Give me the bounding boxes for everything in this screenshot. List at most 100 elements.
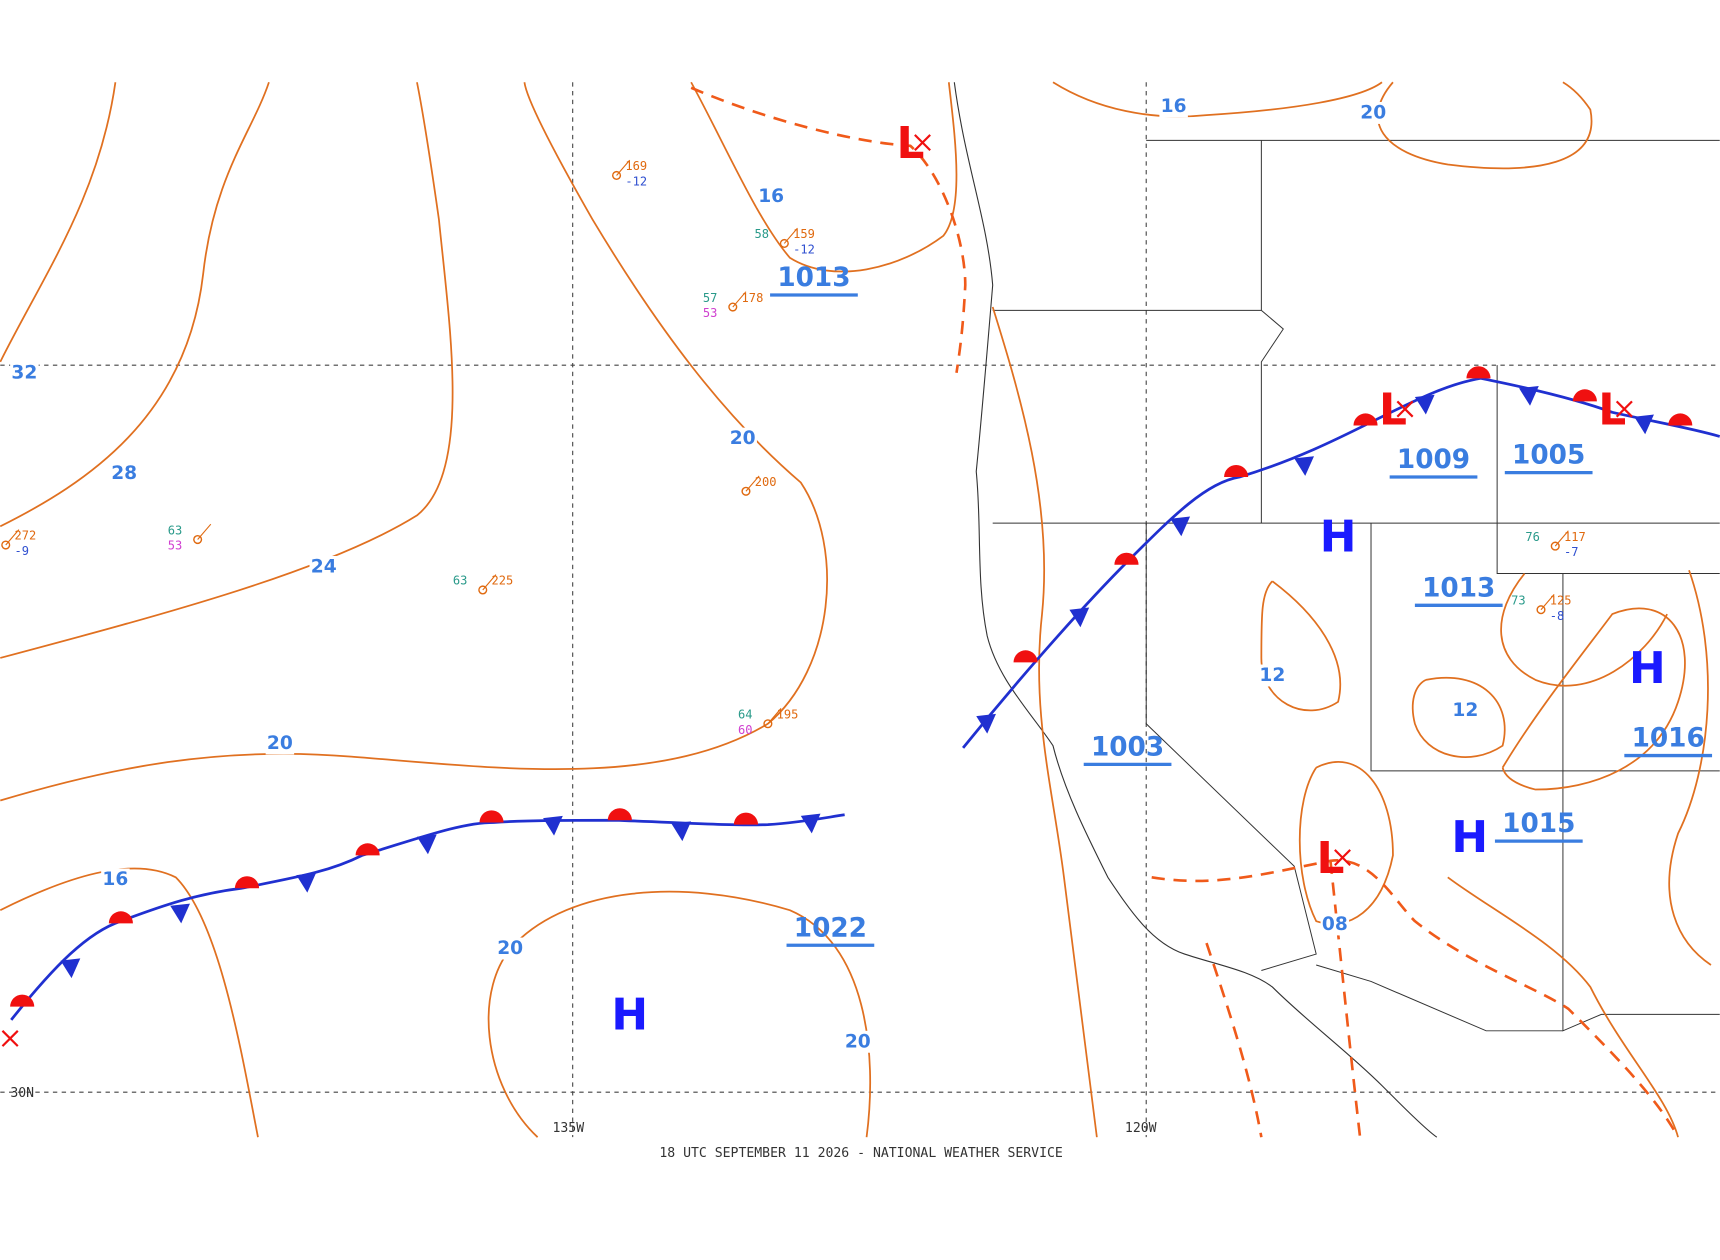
label-bg: [495, 937, 525, 960]
low-marker: [1396, 400, 1414, 418]
low-center: L: [1379, 384, 1407, 435]
geography: [953, 82, 1720, 1138]
longitude-label: 135W: [552, 1121, 584, 1136]
station-pressure: 169: [625, 159, 647, 173]
wind-barb: [745, 475, 760, 492]
isobar-label: 08: [1322, 914, 1348, 935]
station-temp: 76: [1525, 530, 1540, 544]
high-center: H: [1320, 512, 1357, 563]
warm-front-symbol: [607, 808, 632, 821]
station: [1536, 605, 1546, 615]
central-pressure: 1016: [1632, 724, 1705, 754]
high-center: H: [611, 990, 648, 1041]
station-pressure: 178: [742, 291, 764, 305]
station: [478, 585, 488, 595]
warm-front-symbol: [479, 810, 504, 823]
low-marker: [1, 1030, 19, 1047]
label-bg: [101, 868, 130, 891]
isobar: [1500, 572, 1668, 687]
footer: 18 UTC SEPTEMBER 11 2026 - NATIONAL WEAT…: [659, 1146, 1063, 1161]
cold-front-symbol: [1170, 516, 1191, 537]
isobar: [690, 81, 958, 273]
station-pressure: 225: [492, 574, 514, 588]
cold-front-symbol: [976, 713, 996, 734]
isobar-label: 20: [730, 428, 756, 449]
label-bg: [1159, 95, 1188, 118]
station-pressure: 125: [1550, 593, 1572, 607]
station-temp: 63: [168, 523, 183, 537]
trough: [1151, 859, 1680, 1138]
station: [741, 486, 751, 496]
station-dew: 53: [168, 539, 183, 553]
label-bg: [1451, 699, 1480, 722]
station: [612, 170, 622, 181]
isobar-label: 12: [1452, 700, 1478, 721]
grid: [0, 82, 1720, 1138]
label-bg: [309, 555, 339, 578]
wind-barb: [197, 523, 212, 540]
station: [1550, 541, 1560, 551]
cold-front-symbol: [1519, 386, 1539, 406]
cold-front-symbol: [416, 834, 437, 855]
label-bg: [10, 361, 39, 384]
isobar: [487, 890, 871, 1138]
label-bg: [1320, 913, 1350, 936]
station-temp: 63: [453, 574, 468, 588]
cold-front-symbol: [671, 821, 692, 842]
station-dew: 53: [703, 306, 718, 320]
warm-front-symbol: [1114, 552, 1139, 565]
cold-front-symbol: [296, 872, 317, 893]
isobar: [1052, 81, 1383, 118]
central-pressure: 1015: [1502, 809, 1575, 839]
isobar: [0, 82, 454, 659]
central-pressure: 1005: [1512, 441, 1585, 471]
isobar: [0, 81, 270, 528]
fronts: [10, 366, 1720, 1021]
wind-barb: [783, 227, 798, 244]
station-temp: 58: [754, 227, 769, 241]
isobar: [1298, 761, 1394, 925]
warm-front-symbol: [1572, 389, 1597, 402]
isobar: [1376, 81, 1593, 170]
station-change: -7: [1564, 545, 1579, 559]
warm-front-symbol: [1353, 413, 1378, 426]
station: [763, 719, 773, 729]
isobar-label: 20: [267, 733, 293, 754]
central-pressure: 1013: [777, 263, 850, 293]
low-marker: [1615, 400, 1633, 418]
station: [779, 238, 789, 248]
station: [1, 540, 11, 550]
high-center: H: [1629, 643, 1666, 694]
label-bg: [109, 462, 139, 485]
warm-front-symbol: [1013, 650, 1038, 663]
warm-front-symbol: [1224, 464, 1249, 478]
isobar: [1447, 876, 1679, 1138]
warm-front-symbol: [234, 876, 260, 889]
low-center: L: [896, 118, 924, 169]
station-temp: 64: [738, 707, 753, 721]
cold-front-symbol: [1294, 456, 1314, 476]
label-bg: [265, 732, 295, 755]
station-dew: 60: [738, 723, 753, 737]
warm-front-symbol: [108, 911, 133, 924]
cold-front-symbol: [1634, 414, 1654, 435]
warm-front-symbol: [355, 843, 380, 856]
warm-front-symbol: [10, 994, 35, 1007]
cold-front-symbol: [60, 958, 81, 979]
station-change: -9: [15, 544, 30, 558]
station-pressure: 159: [793, 227, 815, 241]
station: [193, 534, 203, 545]
isobar: [1668, 569, 1712, 966]
isobar: [0, 867, 259, 1138]
cold-front-symbol: [1069, 607, 1090, 628]
isobar-label: 12: [1259, 665, 1285, 686]
central-pressure: 1022: [794, 913, 867, 943]
isobar: [0, 82, 117, 363]
warm-front-symbol: [1466, 366, 1491, 379]
station-temp: 73: [1511, 593, 1526, 607]
isobar-label: 24: [311, 556, 337, 577]
warm-front-symbol: [1668, 413, 1693, 426]
trough: [1329, 860, 1362, 1138]
longitude-label: 120W: [1125, 1121, 1157, 1136]
